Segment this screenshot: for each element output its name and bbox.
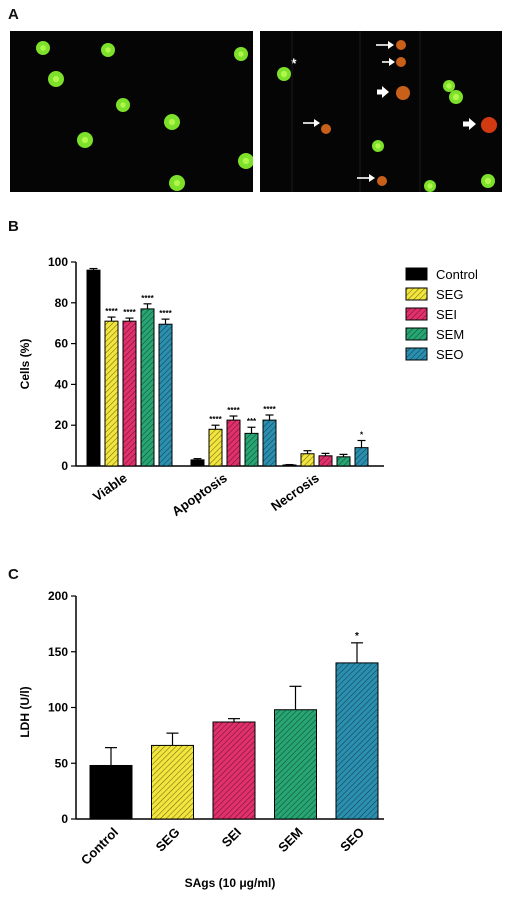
x-tick-label: Apoptosis <box>169 470 230 519</box>
y-axis-label: LDH (U/l) <box>18 686 32 737</box>
significance-mark: **** <box>159 309 172 318</box>
legend-label: SEG <box>436 287 463 302</box>
bar-control-viable <box>86 267 101 467</box>
significance-mark: **** <box>141 294 154 303</box>
y-tick-label: 100 <box>48 255 68 269</box>
significance-mark: *** <box>247 417 257 426</box>
apoptotic-cell <box>396 86 410 100</box>
bar-control-apoptosis <box>190 458 205 467</box>
significance-mark: * <box>360 431 364 440</box>
y-tick-label: 100 <box>48 701 68 715</box>
legend-label: Control <box>436 267 478 282</box>
apoptotic-cell <box>321 124 331 134</box>
y-tick-label: 60 <box>55 337 69 351</box>
apoptotic-cell <box>396 57 406 67</box>
significance-mark: **** <box>105 307 118 316</box>
arrow-marker-bold <box>463 121 470 127</box>
bar-sem-apoptosis: *** <box>244 417 259 467</box>
bar-control: Control <box>78 747 133 868</box>
apoptotic-cell <box>396 40 406 50</box>
y-tick-label: 150 <box>48 645 68 659</box>
bar-sei: SEI <box>212 718 256 850</box>
significance-mark: **** <box>263 405 276 414</box>
bar-sem-viable: **** <box>140 294 155 467</box>
x-tick-label: SEM <box>275 825 306 856</box>
bar-sem-necrosis <box>336 453 351 467</box>
y-tick-label: 0 <box>61 812 68 826</box>
y-tick-label: 200 <box>48 589 68 603</box>
x-tick-label: SEG <box>153 825 183 855</box>
bar-sei-necrosis <box>318 452 333 467</box>
arrow-marker-bold <box>377 89 383 95</box>
x-tick-label: Necrosis <box>268 470 322 514</box>
y-tick-label: 20 <box>55 418 69 432</box>
necrotic-cell <box>481 117 497 133</box>
apoptotic-cell <box>377 176 387 186</box>
bar-seg-apoptosis: **** <box>208 415 223 467</box>
x-tick-label: Viable <box>90 470 130 504</box>
y-tick-label: 50 <box>55 756 69 770</box>
x-axis-label: SAgs (10 μg/ml) <box>185 876 276 890</box>
panel-label-b: B <box>8 218 19 235</box>
x-tick-label: Control <box>78 825 121 868</box>
legend-item-control: Control <box>405 267 478 282</box>
y-tick-label: 40 <box>55 377 69 391</box>
bar-seo: * SEO <box>335 631 379 855</box>
bar-seo-viable: **** <box>158 309 173 467</box>
significance-mark: **** <box>209 415 222 424</box>
legend-label: SEM <box>436 327 464 342</box>
bar-control-necrosis <box>282 463 297 467</box>
y-tick-label: 80 <box>55 296 69 310</box>
micrograph-control <box>10 31 253 192</box>
asterisk-mark: * <box>291 55 297 71</box>
legend-item-seg: SEG <box>405 287 463 302</box>
bar-sem: SEM <box>274 685 317 856</box>
chart-ldh-release: LDH (U/l) SAgs (10 μg/ml) 0 50 100 150 200 C… <box>18 589 384 890</box>
panel-label-a: A <box>8 6 19 23</box>
bar-seg-necrosis <box>300 450 315 467</box>
legend-item-sei: SEI <box>405 307 457 322</box>
bar-seo-apoptosis: **** <box>262 405 277 467</box>
legend-label: SEI <box>436 307 457 322</box>
bar-sei-viable: **** <box>122 308 137 467</box>
significance-mark: **** <box>123 308 136 317</box>
bar-seg-viable: **** <box>104 307 119 467</box>
legend-item-sem: SEM <box>405 327 464 342</box>
x-tick-label: SEI <box>219 825 244 850</box>
micrograph-treated-cells: * <box>277 31 497 192</box>
y-tick-label: 0 <box>61 459 68 473</box>
panel-label-c: C <box>8 566 19 583</box>
legend: Control SEG SEI SEM SEO <box>405 267 478 362</box>
micrograph-treated: * <box>260 31 502 192</box>
bar-seg: SEG <box>151 732 194 855</box>
x-tick-label: SEO <box>337 825 367 855</box>
significance-mark: **** <box>227 406 240 415</box>
legend-item-seo: SEO <box>405 347 463 362</box>
micrograph-control-cells <box>36 41 253 191</box>
y-axis-label: Cells (%) <box>18 339 32 390</box>
legend-label: SEO <box>436 347 463 362</box>
bar-seo-necrosis: * <box>354 431 369 467</box>
significance-mark: * <box>355 631 359 642</box>
bar-sei-apoptosis: **** <box>226 406 241 467</box>
